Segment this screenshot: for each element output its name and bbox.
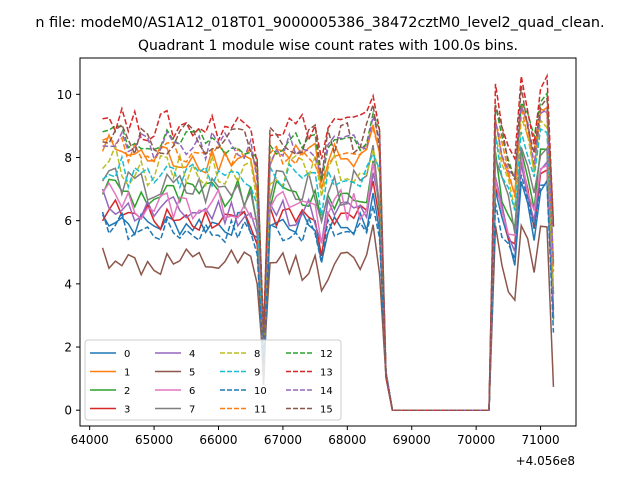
legend-label-3: 3: [124, 405, 130, 416]
series-layer: [101, 73, 555, 411]
legend-label-15: 15: [320, 405, 333, 416]
legend-label-2: 2: [124, 386, 130, 397]
legend-label-11: 11: [254, 405, 267, 416]
series-line-13: [102, 73, 555, 411]
legend-box: [84, 339, 342, 421]
legend-label-12: 12: [320, 349, 333, 360]
y-tick-label: 4: [64, 277, 72, 291]
plot-frame: [79, 57, 577, 427]
series-line-15: [102, 86, 555, 411]
legend-label-5: 5: [189, 368, 195, 379]
legend-label-10: 10: [254, 386, 267, 397]
legend-label-14: 14: [320, 386, 333, 397]
series-line-11: [102, 106, 555, 411]
x-tick-label: 66000: [199, 433, 237, 447]
chart-suptitle: n file: modeM0/AS1A12_018T01_9000005386_…: [35, 15, 604, 31]
legend-label-7: 7: [189, 405, 195, 416]
y-tick-label: 10: [57, 88, 72, 102]
y-tick-label: 8: [64, 151, 72, 165]
x-tick-label: 69000: [393, 433, 431, 447]
legend-label-1: 1: [124, 368, 130, 379]
legend-label-9: 9: [254, 368, 260, 379]
legend-label-6: 6: [189, 386, 195, 397]
x-tick-label: 64000: [71, 433, 109, 447]
series-line-8: [101, 117, 555, 411]
x-axis: 64000 65000 66000 67000 68000 69000 70000 71000: [71, 426, 560, 447]
legend-label-4: 4: [189, 349, 195, 360]
y-tick-label: 0: [64, 404, 72, 418]
y-tick-label: 6: [64, 214, 72, 228]
legend-label-13: 13: [320, 368, 333, 379]
chart-title: Quadrant 1 module wise count rates with …: [138, 38, 518, 54]
x-tick-label: 71000: [521, 433, 559, 447]
x-tick-label: 65000: [135, 433, 173, 447]
x-tick-label: 70000: [457, 433, 495, 447]
y-tick-label: 2: [64, 341, 72, 355]
legend-label-0: 0: [124, 349, 130, 360]
x-tick-label: 68000: [328, 433, 366, 447]
y-axis: 0 2 4 6 8 10: [57, 88, 80, 418]
legend-label-8: 8: [254, 349, 260, 360]
x-tick-label: 67000: [264, 433, 302, 447]
x-offset-label: +4.056e8: [516, 454, 575, 468]
